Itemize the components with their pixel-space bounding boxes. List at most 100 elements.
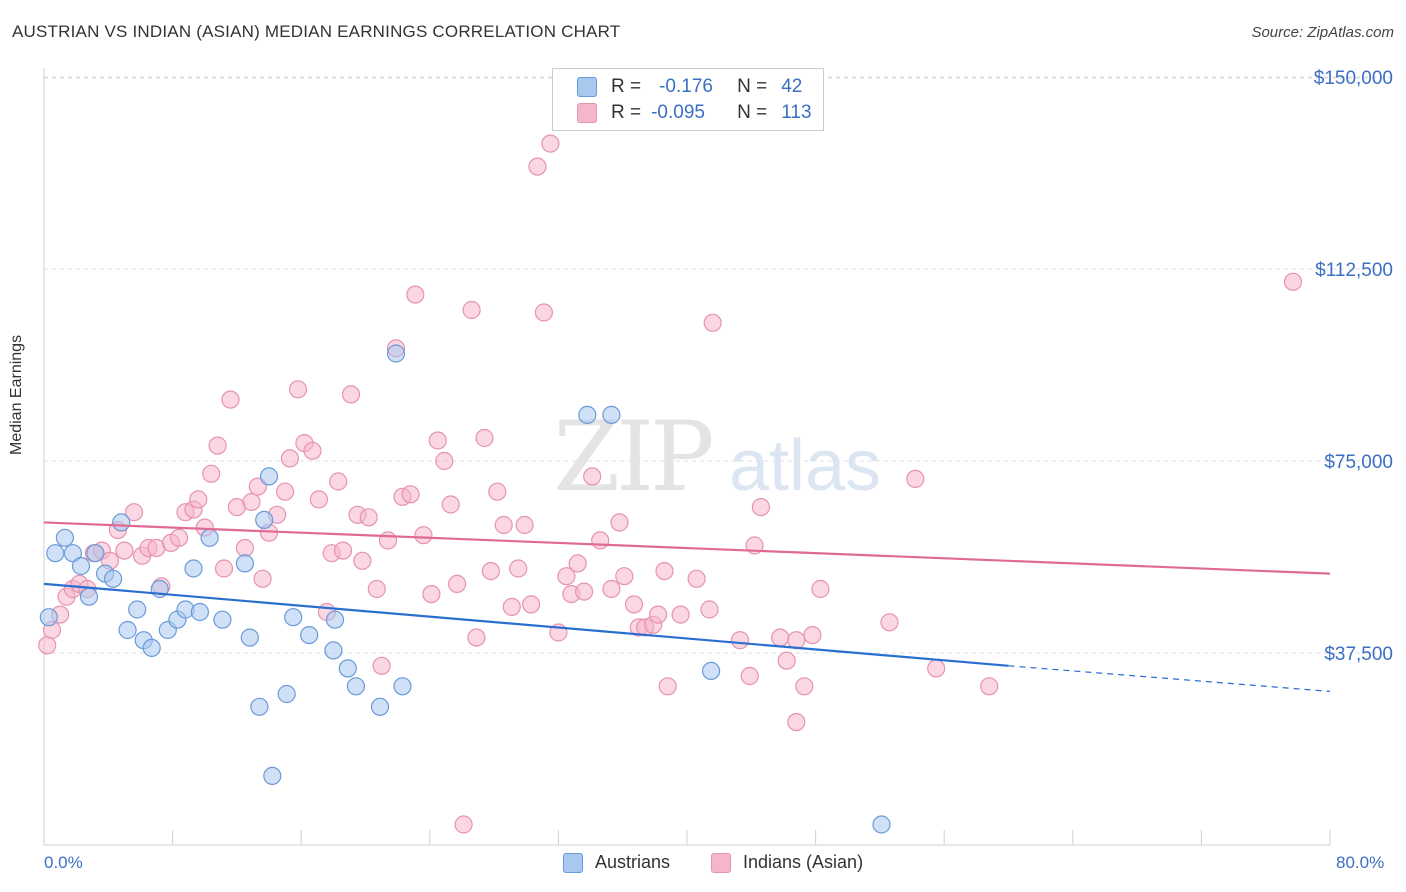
indians-point bbox=[687, 569, 706, 588]
indians-point bbox=[648, 605, 668, 624]
indians-point bbox=[124, 503, 144, 522]
austrians-point bbox=[39, 608, 58, 627]
austrians-point bbox=[263, 766, 282, 786]
indians-point bbox=[541, 134, 560, 153]
indians-point bbox=[515, 515, 534, 535]
indians-point bbox=[448, 574, 467, 594]
indians-point bbox=[242, 492, 261, 512]
legend-item-indians[interactable]: Indians (Asian) bbox=[711, 852, 863, 873]
legend-row-indians: R = -0.095 N = 113 bbox=[577, 101, 812, 125]
y-tick-label: $150,000 bbox=[1314, 68, 1393, 89]
austrians-point bbox=[277, 684, 296, 704]
legend-item-austrians[interactable]: Austrians bbox=[563, 852, 670, 873]
austrians-point bbox=[325, 610, 345, 629]
watermark-zip: ZIP bbox=[553, 401, 712, 513]
indians-point bbox=[367, 579, 386, 599]
indians-point bbox=[574, 582, 594, 601]
indians-point bbox=[454, 815, 473, 834]
indians-point bbox=[372, 656, 391, 675]
axes bbox=[43, 68, 1331, 846]
indians-point bbox=[221, 390, 240, 409]
indians-point bbox=[189, 490, 208, 509]
n-label: N = bbox=[737, 102, 768, 123]
indians-point bbox=[509, 559, 528, 578]
indians-point bbox=[435, 451, 454, 471]
y-tick-label: $112,500 bbox=[1315, 260, 1393, 281]
indians-point bbox=[1283, 272, 1303, 291]
indians-point bbox=[811, 579, 830, 599]
indians-point bbox=[276, 482, 295, 501]
indians-point bbox=[880, 613, 899, 632]
indians-point bbox=[248, 477, 267, 496]
indians-point bbox=[475, 428, 494, 448]
indians-point bbox=[787, 712, 806, 732]
austrians-point bbox=[393, 677, 412, 696]
indians-legend-swatch bbox=[711, 852, 731, 873]
austrians-point bbox=[578, 405, 597, 424]
series-legend: Austrians Indians (Asian) bbox=[0, 852, 1406, 876]
legend-row-austrians: R = -0.176 N = 42 bbox=[577, 75, 802, 99]
indians-point bbox=[288, 380, 308, 399]
indians-point bbox=[906, 469, 925, 488]
indians-point bbox=[740, 666, 759, 686]
austrians-point bbox=[338, 659, 357, 678]
r-label: R = bbox=[611, 76, 642, 97]
indians-point bbox=[528, 157, 547, 176]
austrians-point bbox=[190, 602, 209, 622]
indians-point bbox=[401, 485, 420, 504]
indians-point bbox=[169, 528, 189, 547]
indians-point bbox=[414, 526, 433, 545]
indians-point bbox=[502, 597, 521, 617]
austrians-point bbox=[112, 513, 131, 532]
indians-point bbox=[671, 605, 690, 624]
indians-point bbox=[795, 677, 814, 696]
austrians-point bbox=[63, 544, 83, 563]
austrians-point bbox=[284, 608, 303, 627]
indians-point bbox=[359, 508, 378, 527]
austrians-point bbox=[118, 620, 137, 640]
indians-trend-line bbox=[43, 521, 1331, 575]
indians-point bbox=[610, 513, 629, 532]
indians-point bbox=[658, 677, 677, 696]
r-value: -0.176 bbox=[659, 76, 713, 97]
austrians-point bbox=[213, 610, 232, 629]
indians-legend-label: Indians (Asian) bbox=[743, 852, 864, 872]
indians-point bbox=[115, 541, 134, 560]
austrians-point bbox=[386, 344, 406, 363]
x-tick-label-max: 80.0% bbox=[1336, 853, 1385, 872]
indians-point bbox=[751, 498, 771, 517]
indians-point bbox=[208, 436, 227, 455]
trend-lines bbox=[43, 521, 1331, 692]
n-value: 42 bbox=[781, 76, 803, 97]
austrians-point bbox=[79, 587, 99, 606]
austrians-point bbox=[71, 556, 91, 576]
austrians-point bbox=[602, 405, 621, 424]
indians-point bbox=[38, 636, 57, 655]
stats-legend: R = -0.176 N = 42 R = -0.095 N = 113 bbox=[552, 68, 824, 131]
austrians-point bbox=[184, 559, 203, 578]
indians-point bbox=[441, 495, 460, 514]
austrians-point bbox=[300, 625, 319, 645]
indians-point bbox=[602, 579, 621, 599]
chart-title: AUSTRIAN VS INDIAN (ASIAN) MEDIAN EARNIN… bbox=[12, 22, 621, 41]
austrians-point bbox=[103, 569, 123, 588]
indians-point bbox=[488, 482, 507, 501]
indians-point bbox=[624, 595, 644, 614]
austrians-point bbox=[324, 641, 343, 660]
indians-point bbox=[481, 561, 500, 581]
indians-point bbox=[771, 628, 790, 647]
indians-point bbox=[557, 567, 576, 586]
austrians-point bbox=[346, 677, 365, 696]
indians-point bbox=[803, 625, 822, 645]
austrians-point bbox=[142, 638, 161, 658]
austrians-point bbox=[259, 467, 279, 486]
indians-point bbox=[406, 285, 425, 304]
indians-point bbox=[462, 300, 481, 320]
indians-point bbox=[329, 472, 348, 491]
indians-point bbox=[280, 449, 299, 468]
indians-point bbox=[927, 659, 946, 678]
n-value: 113 bbox=[781, 102, 812, 123]
indians-point bbox=[253, 569, 272, 588]
indians-point bbox=[787, 631, 806, 650]
indians-point bbox=[214, 559, 234, 578]
